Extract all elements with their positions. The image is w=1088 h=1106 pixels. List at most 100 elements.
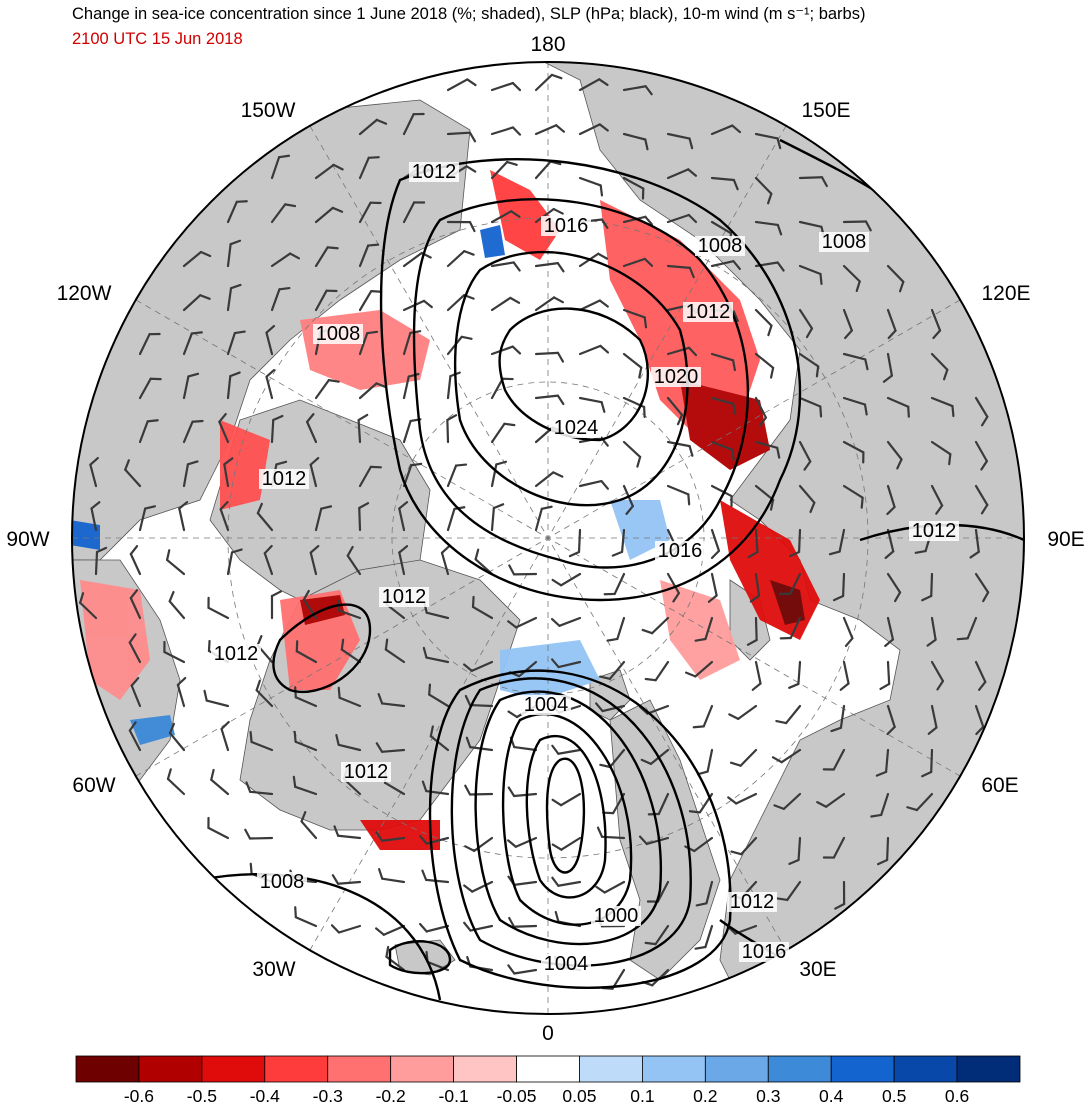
wind-barb-staff [176, 683, 186, 708]
wind-barb-flag [805, 327, 814, 339]
wind-barb-staff [603, 880, 626, 894]
chart-title: Change in sea-ice concentration since 1 … [72, 5, 866, 23]
wind-barb-staff [974, 528, 980, 553]
wind-barb-flag [330, 924, 341, 934]
isobar-label-bg [591, 906, 641, 926]
wind-barb-staff [79, 601, 98, 620]
wind-barb-staff [471, 605, 494, 620]
wind-barb-flag [552, 471, 564, 478]
wind-barb-staff [182, 250, 203, 268]
wind-barb-flag [507, 786, 516, 798]
wind-barb-flag [407, 372, 420, 378]
wind-barb-flag [773, 804, 785, 810]
wind-barb-flag [492, 503, 505, 510]
wind-barb-staff [754, 176, 773, 195]
isobar-label-bg [551, 418, 601, 438]
wind-barb-staff [557, 880, 582, 887]
wind-barb-staff [263, 552, 274, 576]
wind-barb-flag [187, 372, 200, 378]
wind-barb-staff [654, 924, 670, 946]
isobar-label: 1008 [822, 231, 867, 253]
wind-barb-staff [798, 220, 823, 228]
wind-barb-flag [551, 744, 560, 755]
wind-barb-flag [732, 402, 737, 415]
isobar-1000 [450, 677, 692, 967]
wind-barb-flag [556, 351, 565, 363]
wind-barb-flag [688, 445, 694, 457]
wind-barb-staff [560, 836, 582, 851]
colorbar-swatch [75, 1055, 140, 1083]
wind-barb-flag [906, 806, 919, 812]
isobar-label-bg [909, 521, 959, 541]
wind-barb-staff [886, 484, 896, 509]
wind-barb-flag [834, 902, 846, 910]
wind-barb-flag [507, 964, 516, 975]
wind-barb-staff [440, 551, 450, 576]
wind-barb-staff [219, 508, 230, 532]
wind-barb-staff [89, 463, 98, 488]
wind-barb-flag [454, 463, 468, 467]
wind-barb-staff [446, 131, 472, 136]
wind-barb-flag [767, 324, 773, 337]
wind-barb-flag [249, 862, 253, 875]
wind-barb-staff [534, 394, 559, 400]
wind-barb-staff [490, 261, 515, 268]
wind-barb-flag [210, 768, 215, 781]
wind-barb-staff [270, 418, 275, 444]
wind-barb-staff [710, 572, 718, 597]
wind-barb-flag [696, 770, 709, 776]
wind-barb-staff [265, 375, 274, 400]
wind-barb-staff [295, 650, 318, 664]
wind-barb-flag [203, 689, 208, 702]
wind-barb-flag [511, 345, 522, 355]
wind-barb-staff [842, 396, 867, 406]
wind-barb-staff [838, 528, 846, 553]
wind-barb-staff [557, 660, 582, 669]
wind-barb-flag [921, 594, 933, 602]
wind-barb-flag [936, 679, 945, 691]
wind-barb-staff [798, 176, 824, 180]
colorbar-tick-label: -0.4 [250, 1086, 280, 1106]
wind-barb-flag [803, 460, 812, 471]
wind-barb-flag [638, 835, 648, 846]
wind-barb-flag [275, 460, 288, 466]
wind-barb-flag [769, 498, 775, 511]
wind-barb-staff [797, 528, 802, 554]
wind-barb-flag [830, 726, 843, 733]
wind-barb-flag [644, 215, 653, 226]
wind-barb-flag [428, 683, 432, 696]
wind-barb-staff [930, 660, 945, 683]
isobar-label-bg [211, 644, 261, 664]
wind-barb-flag [375, 927, 385, 936]
wind-barb-staff [425, 611, 450, 620]
wind-barb-staff [651, 616, 670, 635]
wind-barb-flag [788, 858, 800, 866]
wind-barb-flag [191, 419, 204, 423]
wind-barb-staff [622, 132, 647, 141]
wind-barb-flag [327, 379, 340, 383]
wind-barb-staff [223, 463, 230, 488]
wind-barb-staff [207, 606, 230, 620]
wind-barb-flag [749, 594, 761, 603]
wind-barb-staff [824, 792, 846, 808]
wind-barb-flag [446, 414, 458, 422]
wind-barb-flag [644, 677, 657, 682]
wind-barb-flag [332, 163, 344, 171]
wind-barb-staff [886, 660, 891, 686]
isobar-label: 1012 [382, 586, 427, 608]
wind-barb-flag [809, 501, 816, 514]
wind-barb-staff [930, 308, 942, 332]
colorbar-tick-label: -0.3 [313, 1086, 343, 1106]
wind-barb-flag [746, 638, 758, 646]
wind-barb-flag [707, 594, 718, 603]
wind-barbs [79, 73, 990, 990]
longitude-labels: 180 150E 120E 90E 60E 30E 0 30W 60W 90W 120W 150W [6, 33, 1084, 1045]
wind-barb-staff [798, 484, 816, 504]
wind-barb-flag [422, 646, 428, 659]
isobar-iceland-high [388, 940, 452, 975]
wind-barb-staff [974, 660, 987, 684]
wind-barb-staff [666, 264, 692, 269]
wind-barb-staff [754, 440, 779, 449]
wind-barb-flag [556, 394, 565, 406]
wind-barb-staff [314, 206, 334, 224]
